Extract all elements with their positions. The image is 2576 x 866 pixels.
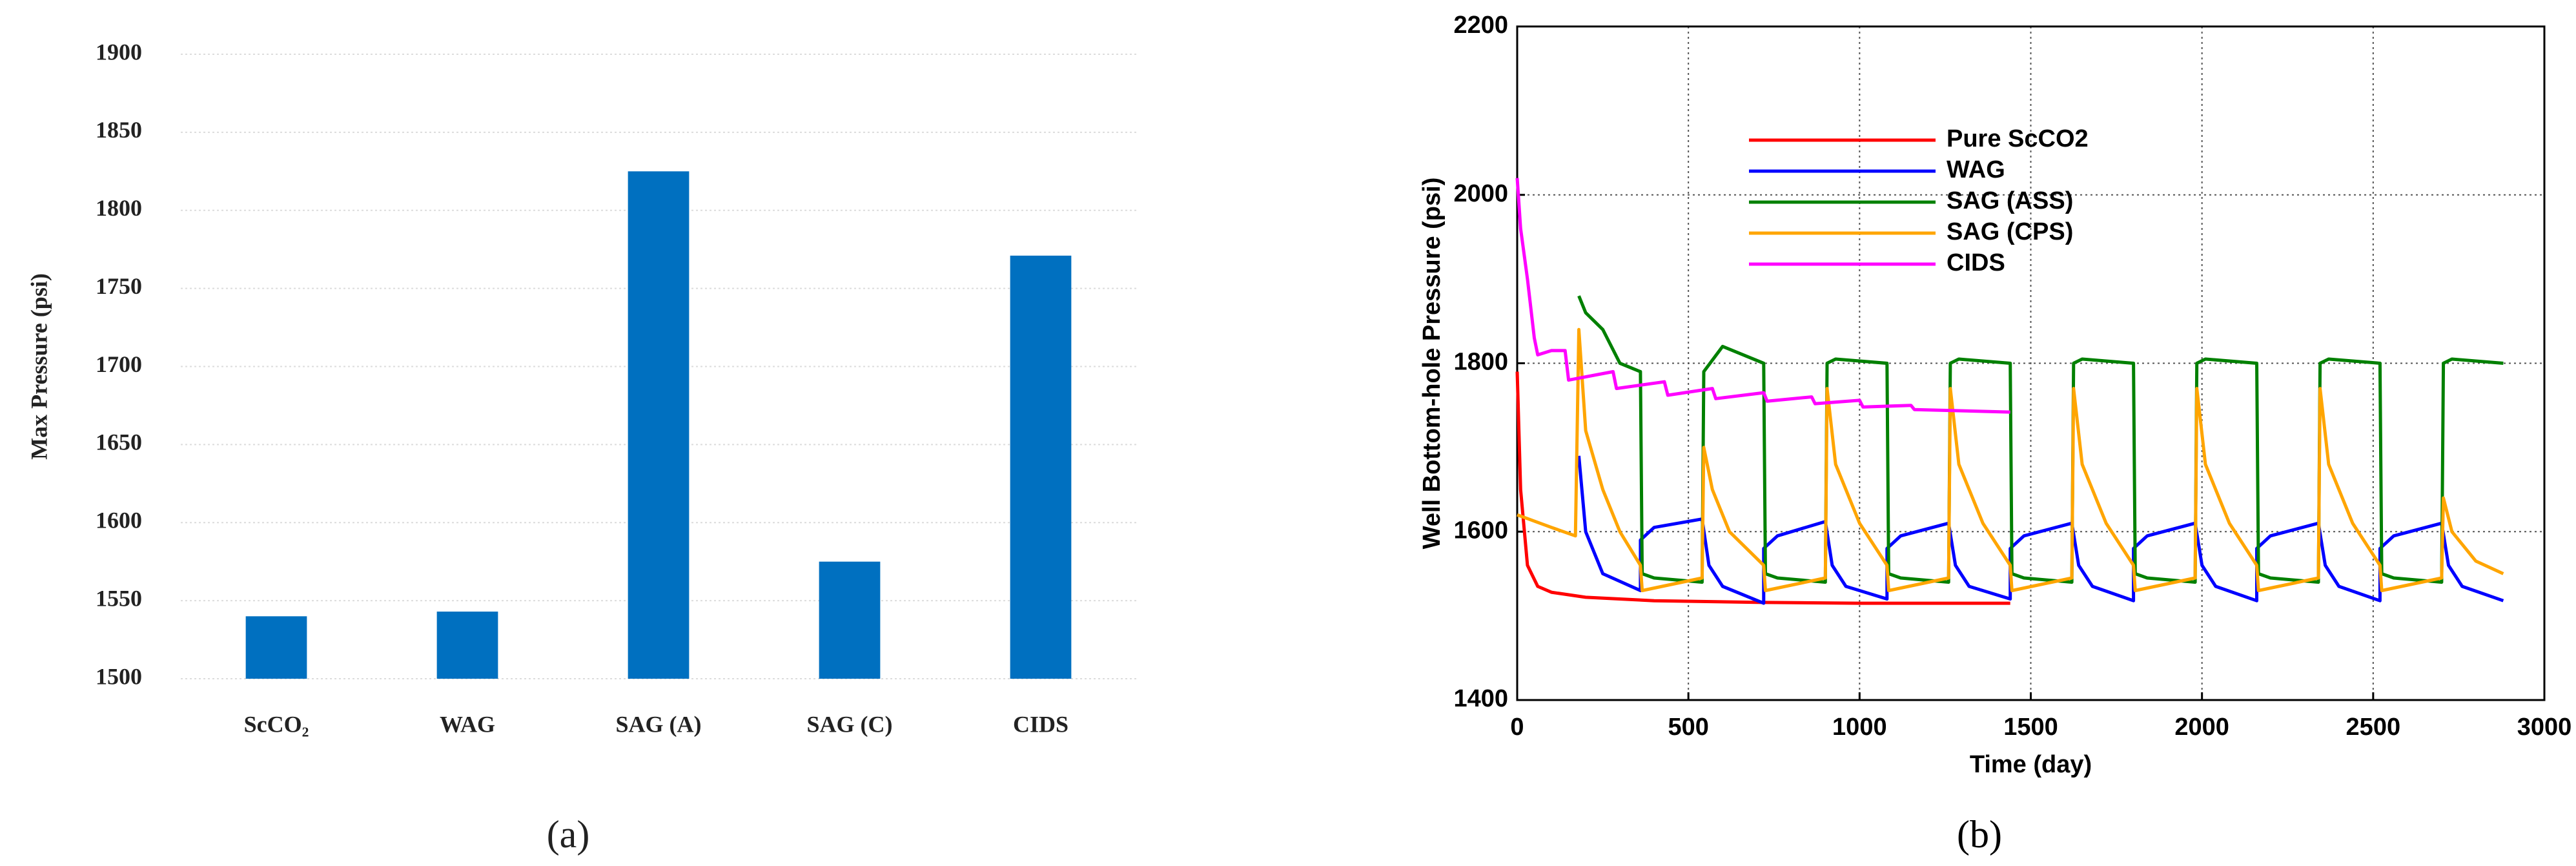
chart-b: 1400 1600 1800 2000 2200 0 500 1000 1500 2000 2500… — [1418, 12, 2571, 856]
x-tick-label: CIDS — [1013, 711, 1068, 737]
x-tick-label: 2500 — [2346, 714, 2401, 741]
x-tick-label: 0 — [1510, 714, 1524, 741]
plot-frame — [1516, 25, 2546, 701]
bar — [819, 561, 881, 679]
y-axis-label: Well Bottom-hole Pressure (psi) — [1418, 178, 1446, 550]
legend-label: SAG (ASS) — [1947, 187, 2073, 214]
y-tick-label: 2000 — [1453, 180, 1508, 207]
legend-label: WAG — [1947, 156, 2005, 183]
x-tick-label: 3000 — [2517, 714, 2572, 741]
x-axis-label: Time (day) — [1970, 751, 2092, 778]
chart-a: 1500 1550 1600 1650 1700 1750 1800 1850 1900 ScCO… — [26, 39, 1136, 856]
y-tick-label: 1700 — [96, 351, 142, 377]
bar — [245, 616, 307, 679]
x-tick-label: WAG — [440, 711, 495, 737]
x-tick-label: ScCO₂ — [244, 711, 309, 737]
series-line — [1515, 178, 2010, 414]
x-tick-label: 2000 — [2174, 714, 2229, 741]
caption: (a) — [547, 813, 590, 856]
y-tick-label: 1650 — [96, 429, 142, 455]
y-tick-label: 1550 — [96, 585, 142, 611]
series-line — [1577, 455, 2504, 605]
legend-label: Pure ScCO2 — [1947, 125, 2089, 152]
series-line — [1517, 327, 2504, 592]
x-tick-label: 500 — [1668, 714, 1708, 741]
legend-label: SAG (CPS) — [1947, 218, 2073, 245]
y-tick-label: 1750 — [96, 273, 142, 299]
series-line — [1515, 371, 2010, 605]
y-tick-label: 1800 — [96, 195, 142, 221]
x-tick-label: 1500 — [2003, 714, 2058, 741]
y-tick-label: 1600 — [96, 508, 142, 533]
y-tick-label: 1400 — [1453, 685, 1508, 712]
bar — [628, 171, 690, 679]
y-tick-label: 2200 — [1453, 12, 1508, 39]
legend-label: CIDS — [1947, 249, 2005, 276]
bar — [1010, 255, 1072, 679]
y-tick-label: 1900 — [96, 39, 142, 65]
x-tick-label: SAG (A) — [616, 711, 702, 737]
x-tick-label: 1000 — [1832, 714, 1887, 741]
y-tick-label: 1600 — [1453, 517, 1508, 544]
y-tick-label: 1500 — [96, 663, 142, 689]
caption: (b) — [1957, 813, 2002, 856]
y-axis-label: Max Pressure (psi) — [26, 273, 52, 460]
y-tick-label: 1850 — [96, 117, 142, 143]
bar — [436, 612, 498, 679]
x-tick-label: SAG (C) — [807, 711, 893, 737]
y-tick-label: 1800 — [1453, 349, 1508, 376]
